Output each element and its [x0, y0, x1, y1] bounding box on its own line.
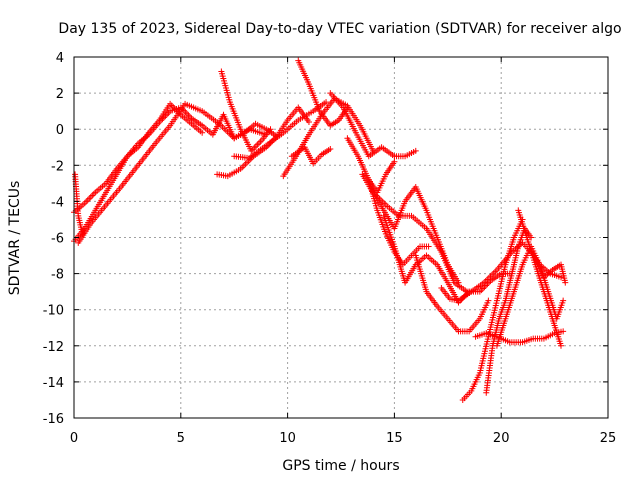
y-tick-label: -14: [43, 376, 64, 391]
series-marker: [87, 194, 94, 201]
x-tick-label: 15: [386, 431, 403, 446]
data-point: [562, 279, 569, 286]
series-arc-9: [288, 144, 334, 167]
data-point: [305, 118, 312, 125]
series-arc-8: [295, 57, 351, 129]
series-arc-6: [231, 99, 330, 162]
x-tick-label: 0: [70, 431, 78, 446]
y-axis-label: SDTVAR / TECUs: [7, 181, 23, 296]
data-point: [412, 147, 419, 154]
x-tick-label: 25: [600, 431, 617, 446]
y-tick-label: 2: [56, 87, 64, 102]
series-arc-18: [459, 216, 526, 403]
series-marker: [89, 192, 96, 199]
data-point: [267, 126, 274, 133]
y-tick-label: -6: [51, 232, 64, 247]
series-arc-3: [75, 100, 270, 246]
series-arc-13: [365, 176, 432, 268]
series-marker: [254, 141, 261, 148]
data-point: [558, 274, 565, 281]
series-arc-23: [530, 252, 569, 286]
y-tick-label: -4: [51, 195, 64, 210]
x-axis-label: GPS time / hours: [282, 458, 399, 474]
y-tick-label: -8: [51, 268, 64, 283]
y-tick-label: 4: [56, 51, 64, 66]
data-point: [558, 342, 565, 349]
data-point: [391, 158, 398, 165]
series-marker: [90, 190, 97, 197]
y-tick-label: 0: [56, 123, 64, 138]
data-point: [425, 243, 432, 250]
y-tick-label: -12: [43, 340, 64, 355]
data-point: [560, 328, 567, 335]
data-point: [327, 146, 334, 153]
chart-title: Day 135 of 2023, Sidereal Day-to-day VTE…: [58, 21, 621, 37]
series-arc-4: [218, 68, 274, 154]
series-arc-16: [412, 252, 492, 335]
y-tick-label: -10: [43, 304, 64, 319]
series-marker: [83, 198, 90, 205]
series-arc-11: [344, 135, 398, 196]
y-tick-label: -2: [51, 159, 64, 174]
x-tick-label: 20: [493, 431, 510, 446]
grid-lines: [74, 57, 608, 418]
series-arc-2: [71, 100, 206, 216]
x-tick-label: 10: [279, 431, 296, 446]
series-marker: [257, 138, 264, 145]
series-marks: [71, 57, 569, 403]
series-arc-14: [370, 189, 513, 295]
data-point: [485, 297, 492, 304]
data-point: [560, 297, 567, 304]
data-point: [199, 129, 206, 136]
series-marker: [86, 195, 93, 202]
series-marker: [84, 197, 91, 204]
series-marker: [252, 143, 259, 150]
data-point: [79, 230, 86, 237]
series-marker: [255, 140, 262, 147]
data-point: [323, 99, 330, 106]
x-tick-label: 5: [177, 431, 185, 446]
y-tick-label: -16: [43, 412, 64, 427]
series-arc-10: [327, 90, 419, 160]
